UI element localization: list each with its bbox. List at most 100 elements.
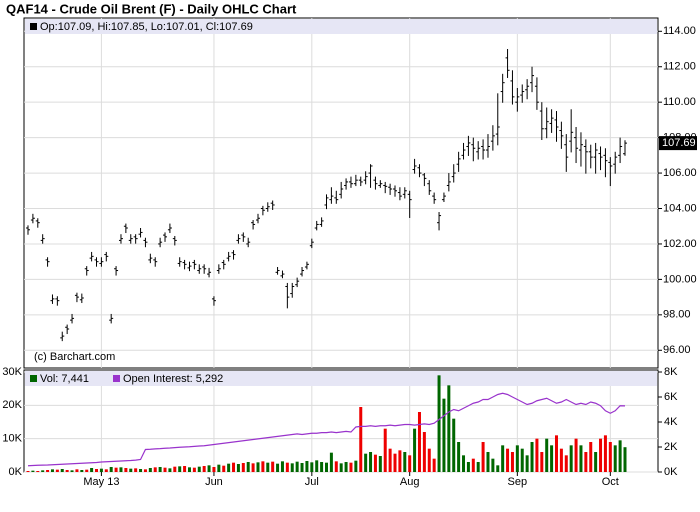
volume-bar [618,440,622,472]
volume-bar [285,462,289,472]
volume-bar [153,467,157,472]
volume-bar [442,398,446,472]
volume-bar [559,448,563,472]
volume-bar [594,452,598,472]
volume-bar [417,412,421,472]
y2-tick-label: 4K [664,416,678,428]
volume-bar [124,468,128,472]
volume-bar [31,470,35,472]
watermark: (c) Barchart.com [34,351,115,363]
volume-bar [403,452,407,472]
volume-bar [178,466,182,472]
volume-bar [163,467,167,472]
y-tick-label: 0K [9,466,23,478]
volume-bar [168,468,172,472]
volume-bar [398,450,402,472]
volume-bar [599,438,603,472]
volume-bar [408,455,412,472]
volume-bar [501,445,505,472]
volume-bar [613,445,617,472]
volume-bar [148,468,152,472]
volume-bar [623,447,627,472]
volume-bar [310,462,314,472]
volume-bar [65,470,69,472]
volume-bar [266,462,270,472]
volume-bar [212,467,216,472]
volume-bar [393,453,397,472]
volume-bar [476,462,480,472]
volume-bar [183,466,187,472]
last-price-label: 107.69 [662,137,696,149]
volume-bar [320,462,324,472]
volume-bar [80,470,84,472]
volume-bar [427,448,431,472]
volume-bar [104,469,108,472]
volume-bar [227,463,231,472]
volume-bar [359,407,363,472]
y-tick-label: 112.00 [663,61,696,73]
volume-bar [119,467,123,472]
x-tick-label: Jun [205,476,223,488]
volume-bar [251,463,255,472]
volume-bar [471,458,475,472]
volume-bar [364,453,368,472]
volume-bar [305,461,309,472]
volume-bar [545,438,549,472]
volume-bar [481,442,485,472]
x-tick-label: May 13 [83,476,119,488]
y-tick-label: 20K [2,399,22,411]
legend-swatch [113,375,120,382]
volume-bar [246,462,250,472]
volume-bar [349,462,353,472]
volume-bar [187,467,191,472]
volume-bar [608,442,612,472]
volume-bar [290,463,294,472]
volume-bar [75,469,79,472]
legend-strip [25,19,657,34]
x-tick-label: Sep [508,476,528,488]
volume-bar [90,468,94,472]
volume-bar [486,452,490,472]
volume-bar [579,445,583,472]
volume-bar [491,458,495,472]
volume-bar [85,469,89,472]
volume-bar [241,463,245,472]
volume-bar [510,452,514,472]
volume-bar [413,428,417,472]
volume-bar [271,461,275,472]
volume-bar [535,438,539,472]
volume-bar [192,467,196,472]
volume-bar [50,469,54,472]
volume-bar [422,432,426,472]
volume-bar [457,442,461,472]
volume-bar [70,470,74,472]
volume-bar [41,470,45,472]
volume-bar [46,470,50,472]
volume-bar [452,418,456,472]
volume-bar [217,464,221,472]
volume-bar [388,448,392,472]
volume-bar [232,462,236,472]
y-tick-label: 98.00 [663,309,691,321]
volume-bar [36,471,40,472]
volume-bar [354,460,358,472]
y-tick-label: 30K [2,366,22,378]
volume-bar [589,442,593,472]
volume-bar [520,448,524,472]
y-tick-label: 104.00 [663,202,697,214]
y2-tick-label: 2K [664,441,678,453]
volume-bar [261,461,265,472]
volume-bar [109,467,113,472]
volume-bar [295,461,299,472]
volume-legend-strip [25,371,657,386]
volume-bar [574,438,578,472]
volume-bar [525,455,529,472]
y-tick-label: 100.00 [663,273,697,285]
volume-bar [173,466,177,472]
volume-bar [222,465,226,472]
volume-bar [202,466,206,472]
volume-bar [134,468,138,472]
volume-bar [584,452,588,472]
